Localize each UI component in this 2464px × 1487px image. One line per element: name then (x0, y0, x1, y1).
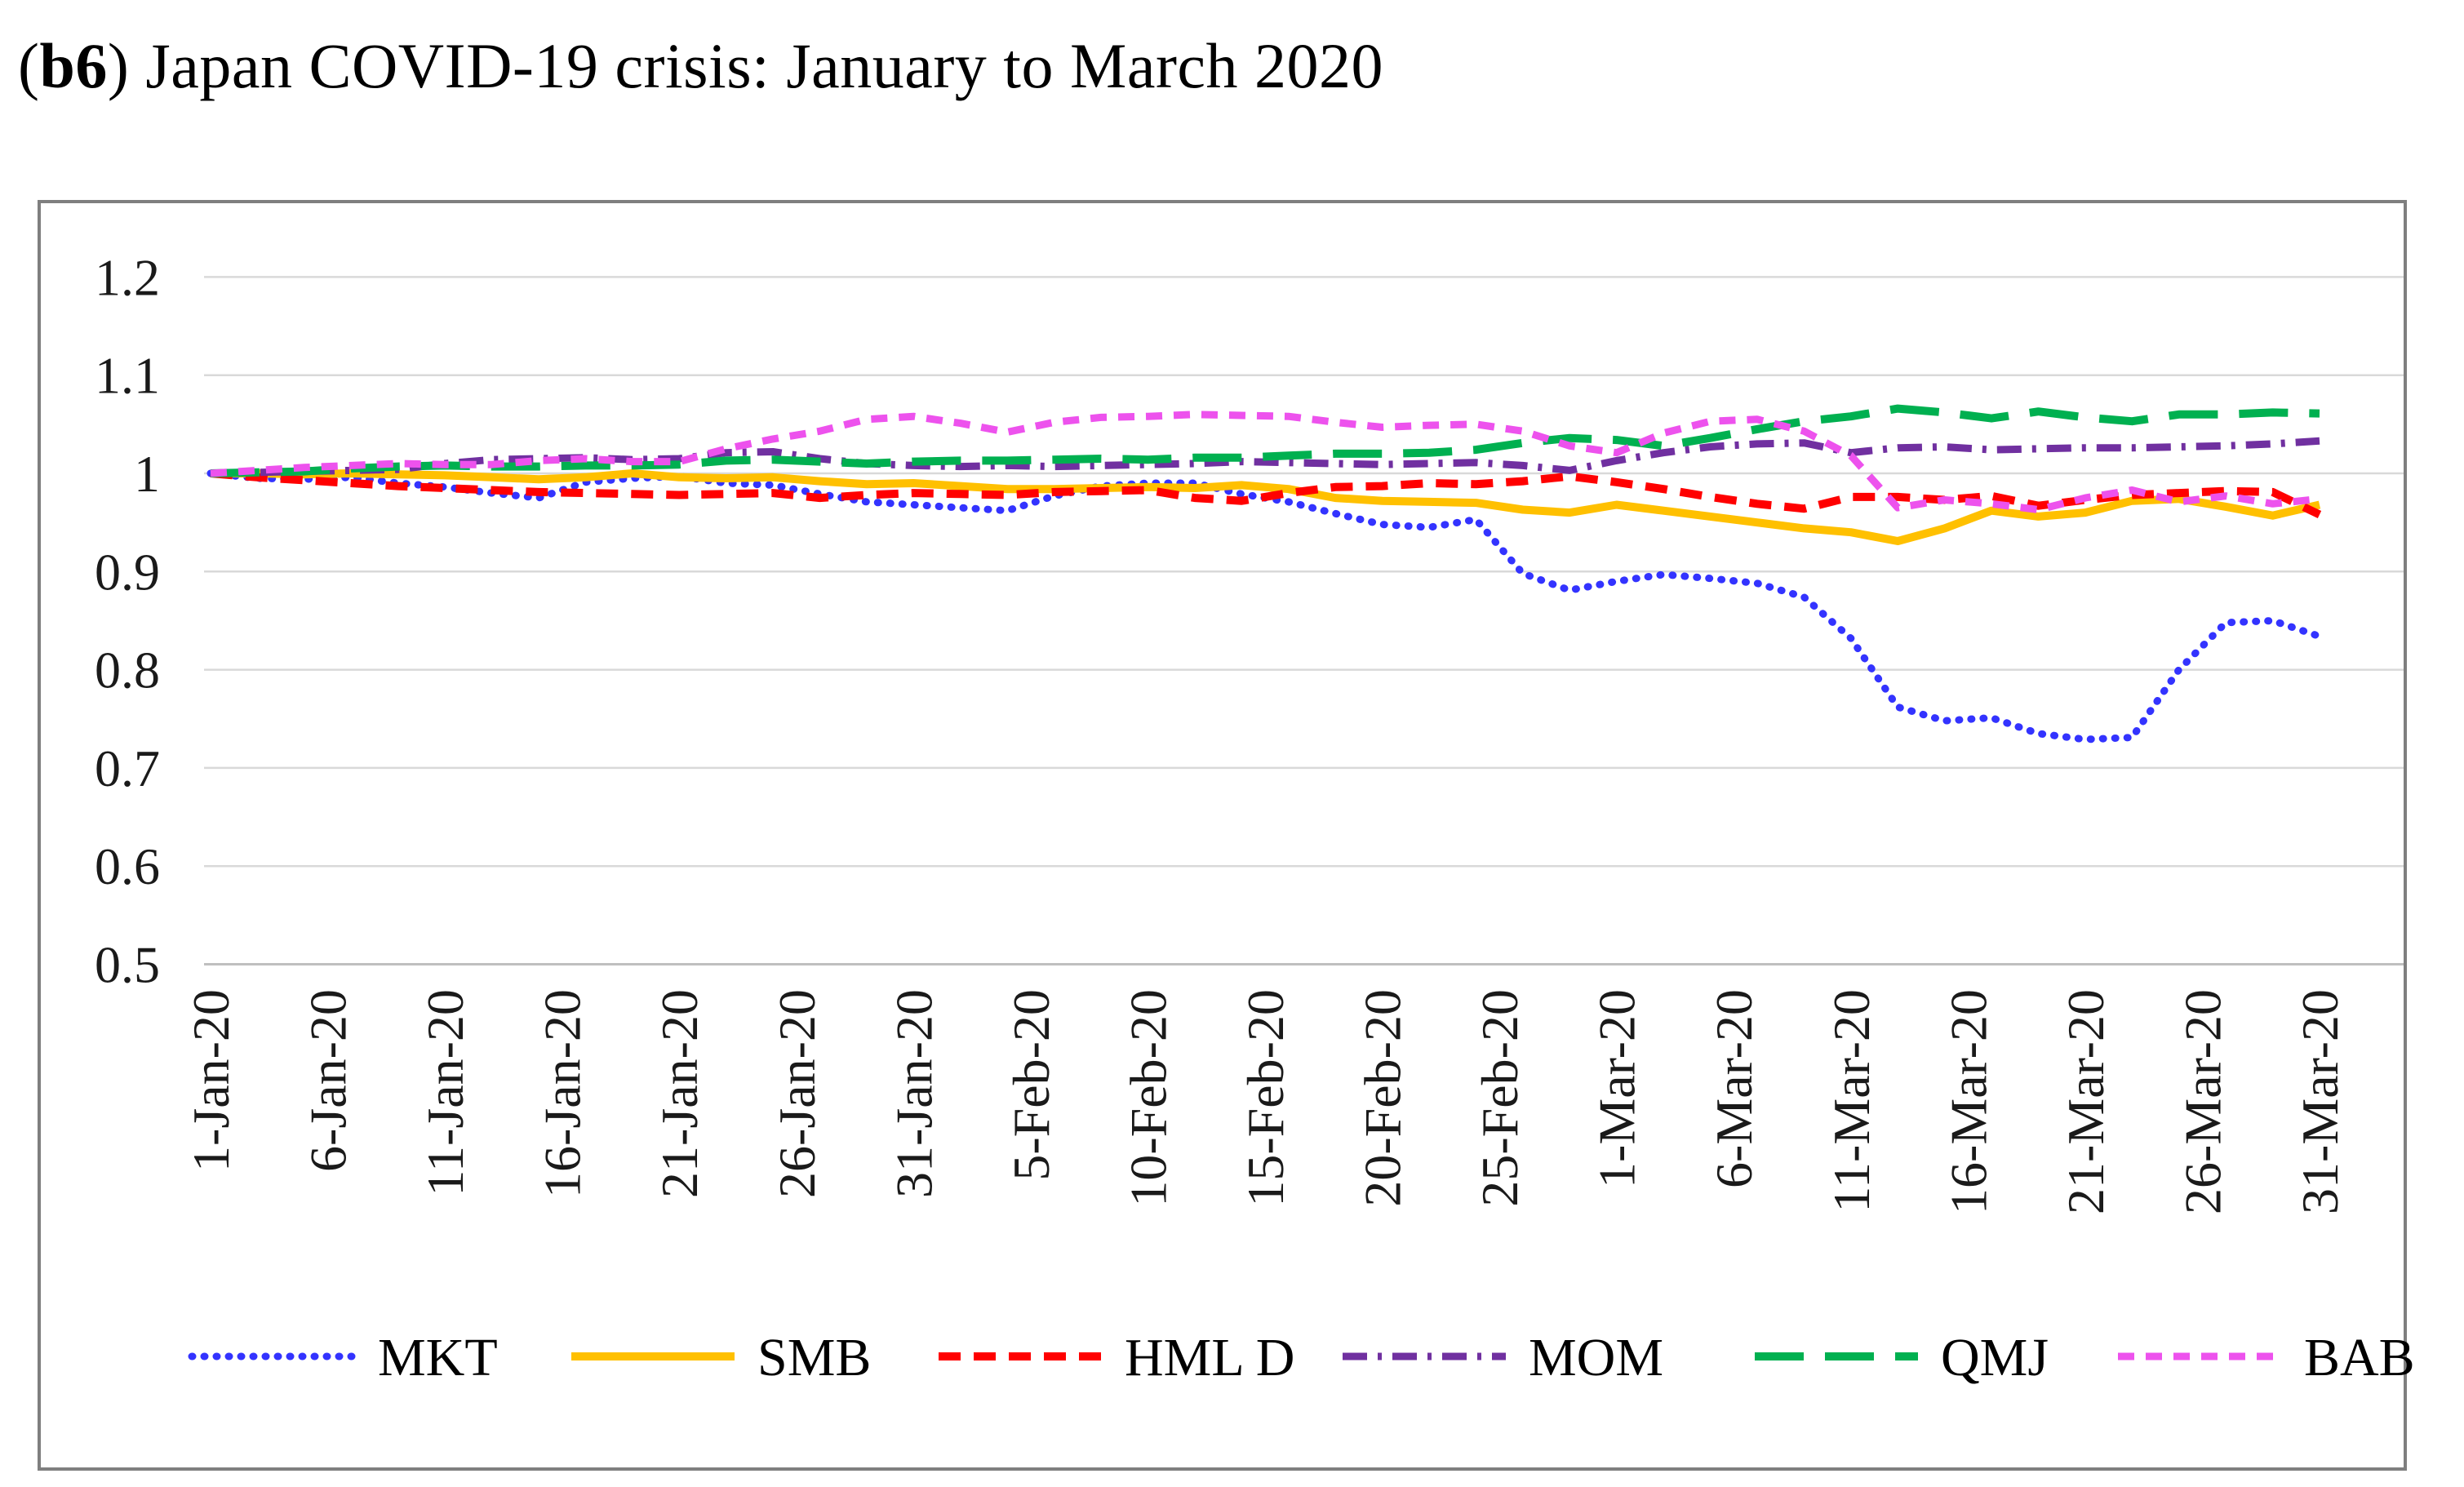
x-tick-label: 1-Jan-20 (182, 989, 240, 1172)
legend-label-SMB: SMB (757, 1328, 871, 1387)
legend-label-HML-D: HML D (1125, 1328, 1294, 1387)
series-line-BAB (210, 411, 2320, 513)
y-tick-label: 0.9 (95, 543, 160, 601)
x-tick-label: 26-Jan-20 (768, 989, 826, 1198)
x-tick-label: 16-Jan-20 (534, 989, 592, 1198)
y-tick-label: 0.5 (95, 936, 160, 994)
series-line-HML-D (210, 469, 2322, 519)
series-line-SMB (211, 469, 2321, 545)
figure-title: (b6) Japan COVID-19 crisis: January to M… (18, 29, 1383, 103)
x-tick-label: 15-Feb-20 (1236, 989, 1294, 1207)
legend-label-QMJ: QMJ (1941, 1328, 2049, 1387)
x-tick-label: 26-Mar-20 (2173, 989, 2231, 1214)
legend-label-MKT: MKT (378, 1328, 498, 1387)
x-tick-label: 25-Feb-20 (1471, 989, 1529, 1207)
legend-label-BAB: BAB (2304, 1328, 2415, 1387)
title-text: ) Japan COVID-19 crisis: January to Marc… (107, 30, 1384, 101)
x-tick-label: 6-Jan-20 (300, 989, 357, 1172)
y-tick-label: 0.8 (95, 641, 160, 699)
x-tick-label: 10-Feb-20 (1119, 989, 1177, 1207)
x-tick-label: 31-Jan-20 (885, 989, 943, 1198)
x-tick-label: 1-Mar-20 (1588, 989, 1646, 1188)
y-tick-label: 0.6 (95, 837, 160, 895)
x-tick-label: 21-Mar-20 (2057, 989, 2115, 1214)
x-tick-label: 6-Mar-20 (1705, 989, 1763, 1188)
x-tick-label: 5-Feb-20 (1002, 989, 1060, 1181)
y-tick-label: 1 (134, 445, 160, 503)
x-tick-label: 11-Jan-20 (416, 989, 474, 1196)
chart-frame (38, 200, 2407, 1471)
series-line-MOM (210, 437, 2320, 477)
y-tick-label: 0.7 (95, 739, 160, 797)
series-line-QMJ (210, 404, 2320, 477)
y-tick-label: 1.2 (95, 248, 160, 306)
y-tick-label: 1.1 (95, 347, 160, 405)
x-tick-label: 16-Mar-20 (1939, 989, 1997, 1214)
x-tick-label: 21-Jan-20 (650, 989, 708, 1198)
x-tick-label: 31-Mar-20 (2291, 989, 2349, 1214)
legend-label-MOM: MOM (1529, 1328, 1663, 1387)
title-paren-open: ( (18, 30, 40, 101)
title-panel-code: b6 (39, 30, 108, 101)
x-tick-label: 11-Mar-20 (1822, 989, 1880, 1213)
x-tick-label: 20-Feb-20 (1354, 989, 1412, 1207)
